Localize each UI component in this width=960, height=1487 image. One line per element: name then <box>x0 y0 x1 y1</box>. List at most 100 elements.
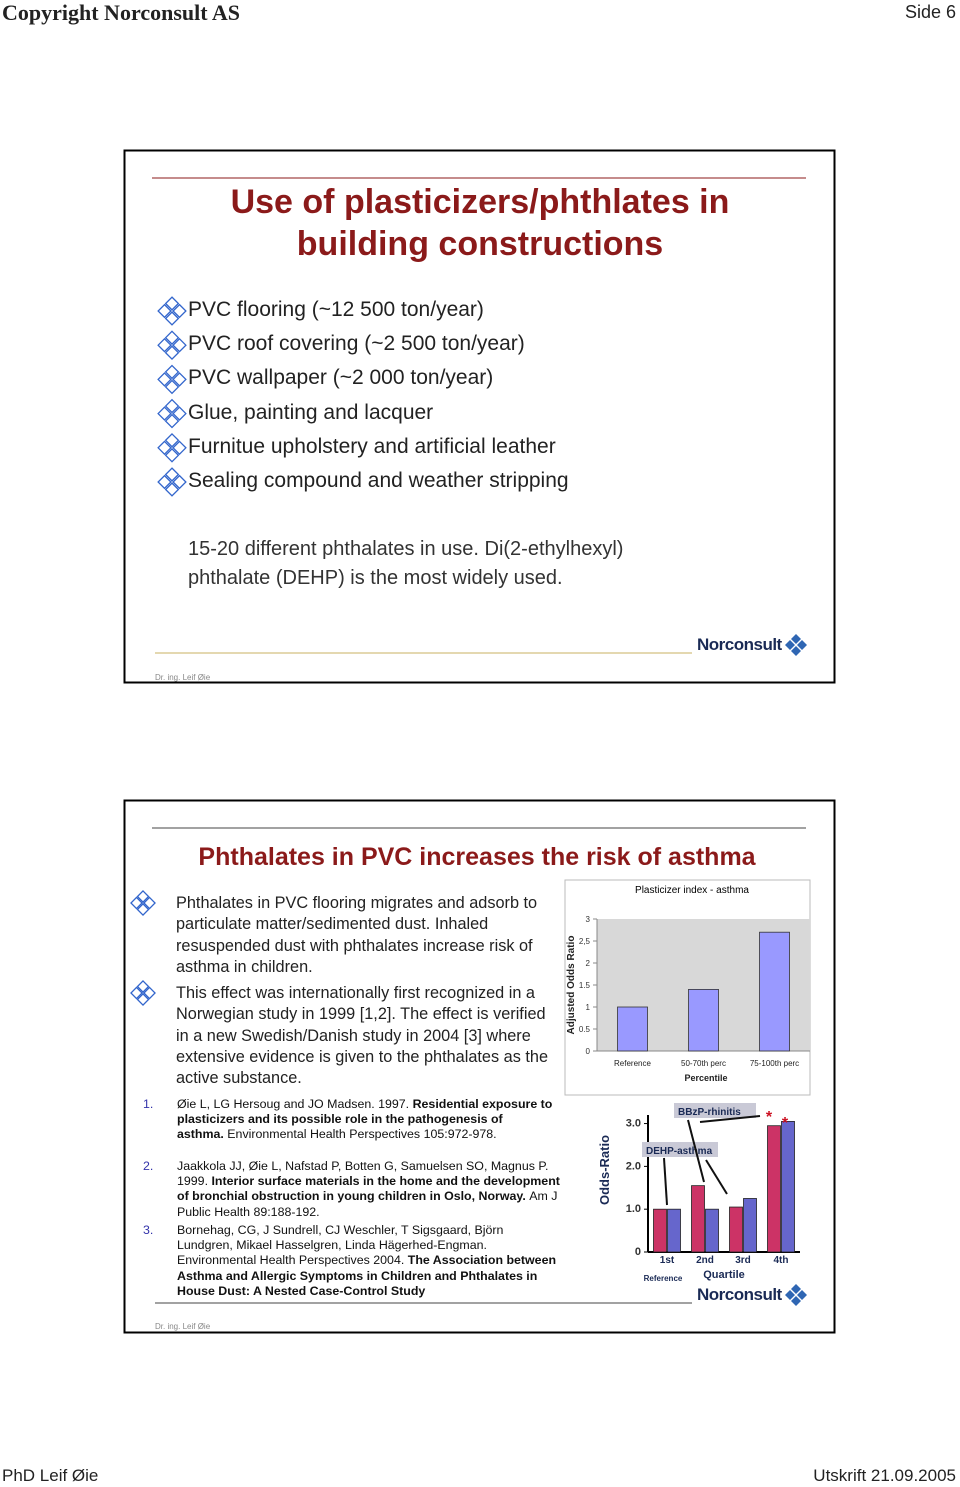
logo-icon <box>785 640 795 650</box>
logo-text: Norconsult <box>697 635 782 654</box>
y-tick-label: 0 <box>586 1047 591 1056</box>
logo-icon <box>791 634 801 644</box>
y-tick-label: 2 <box>586 959 591 968</box>
x-tick-label: 50-70th perc <box>681 1059 726 1068</box>
x-axis-label: Percentile <box>684 1073 727 1083</box>
bar <box>729 1206 743 1253</box>
bar <box>705 1208 719 1253</box>
header-title: Copyright Norconsult AS <box>2 0 240 25</box>
reference-segment: Bornehag, CG, J Sundrell, CJ Weschler, T… <box>177 1223 504 1268</box>
y-tick-label: 3.0 <box>626 1118 641 1130</box>
bullet-text: PVC flooring (~12 500 ton/year) <box>188 298 484 321</box>
bar <box>617 1006 648 1052</box>
y-tick-label: 0 <box>635 1246 641 1258</box>
bar <box>767 1125 781 1253</box>
bullet-icon <box>130 896 143 910</box>
reference-number: 1. <box>143 1097 154 1111</box>
slide-frame <box>123 149 836 684</box>
legend-label: DEHP-asthma <box>646 1146 713 1157</box>
bar <box>743 1198 757 1253</box>
logo-icon <box>797 1290 807 1300</box>
reference-segment: Jaakkola JJ, Øie L, Nafstad P, Botten G,… <box>177 1159 549 1189</box>
reference: Øie L, LG Hersoug and JO Madsen. 1997. Re… <box>177 1097 562 1143</box>
bullet-icon <box>164 311 180 326</box>
bullet-icon <box>157 337 172 353</box>
bar <box>688 989 719 1052</box>
logo-icon <box>785 1290 795 1300</box>
bullet-icon <box>164 448 180 463</box>
bullet-icon <box>164 379 180 395</box>
x-tick-label: 75-100th perc <box>750 1059 799 1068</box>
slide-title: Phthalates in PVC increases the risk of … <box>198 843 756 871</box>
arrow <box>699 1115 761 1123</box>
x-tick-label: 3rd <box>735 1255 751 1266</box>
bullet-icon <box>136 890 150 903</box>
footer-right: Utskrift 21.09.2005 <box>813 1466 956 1485</box>
bar <box>667 1208 681 1253</box>
y-axis-label: Odds-Ratio <box>597 1135 612 1205</box>
bullet-text: Glue, painting and lacquer <box>188 400 434 424</box>
annotation: * <box>782 1115 789 1132</box>
y-tick-label: 0.5 <box>579 1025 591 1034</box>
reference-segment: Environmental Health Perspectives 105:97… <box>227 1127 497 1142</box>
legend-box <box>674 1103 756 1118</box>
slide-title: Use of plasticizers/phthlates in <box>230 183 730 221</box>
bullet-icon <box>136 903 150 916</box>
bullet-icon <box>157 303 172 319</box>
bullet-icon <box>172 406 187 421</box>
logo-icon <box>791 646 801 656</box>
author: Dr. ing. Leif Øie <box>155 673 211 682</box>
reference-number: 2. <box>143 1159 154 1173</box>
arrow <box>663 1157 668 1206</box>
bullet-icon <box>157 372 172 387</box>
reference: Jaakkola JJ, Øie L, Nafstad P, Botten G,… <box>177 1159 562 1220</box>
bullet-icon <box>164 296 180 311</box>
bullet-icon <box>172 337 187 353</box>
bullet-icon <box>164 467 180 482</box>
logo-icon <box>797 640 807 650</box>
y-axis-label: Adjusted Odds Ratio <box>566 936 577 1035</box>
reference-number: 3. <box>143 1223 154 1237</box>
reference-segment: Am J Public Health 89:188-192. <box>177 1189 558 1219</box>
bullet-icon <box>164 433 180 448</box>
bullet-icon <box>164 345 180 360</box>
legend-box <box>642 1142 718 1157</box>
author: Dr. ing. Leif Øie <box>155 1322 211 1331</box>
bullet-icon <box>157 406 172 421</box>
y-tick-label: 2,5 <box>579 937 591 946</box>
bullet-text: Furnitue upholstery and artificial leath… <box>188 434 556 458</box>
bullet-icon <box>136 980 150 993</box>
bullet-icon <box>172 303 187 319</box>
reference: Bornehag, CG, J Sundrell, CJ Weschler, T… <box>177 1223 562 1299</box>
bar <box>653 1208 667 1253</box>
bullet-text: This effect was internationally first re… <box>176 984 548 1088</box>
x-tick-label: 4th <box>774 1255 789 1266</box>
bullet-icon <box>130 986 143 1000</box>
chart-title: Plasticizer index - asthma <box>635 885 749 896</box>
bullet-text: Phthalates in PVC flooring migrates and … <box>176 894 538 976</box>
arrow <box>705 1159 728 1195</box>
y-tick-label: 1.5 <box>579 981 591 990</box>
bar <box>691 1185 705 1253</box>
bullet-icon <box>164 413 180 429</box>
bullet-icon <box>136 993 150 1006</box>
bullet-icon <box>164 398 180 414</box>
bullet-icon <box>143 896 156 910</box>
annotation: * <box>766 1109 773 1126</box>
bullet-text: Sealing compound and weather stripping <box>188 469 569 492</box>
paragraph: phthalate (DEHP) is the most widely used… <box>188 567 563 589</box>
bullet-icon <box>164 364 180 380</box>
logo-text: Norconsult <box>697 1285 782 1304</box>
y-tick-label: 1.0 <box>626 1203 641 1215</box>
page-number: Side 6 <box>904 2 956 22</box>
y-tick-label: 1 <box>586 1003 591 1012</box>
reference-segment: Residential exposure to plasticizers and… <box>177 1097 553 1142</box>
x-tick-label: Reference <box>614 1059 651 1068</box>
y-tick-label: 3 <box>586 915 591 924</box>
reference-segment: Interior surface materials in the home a… <box>177 1174 560 1204</box>
bullet-text: PVC wallpaper (~2 000 ton/year) <box>188 366 494 390</box>
reference-segment: The Association between Asthma and Aller… <box>177 1253 557 1298</box>
bullet-icon <box>157 474 172 490</box>
logo-icon <box>791 1296 801 1306</box>
